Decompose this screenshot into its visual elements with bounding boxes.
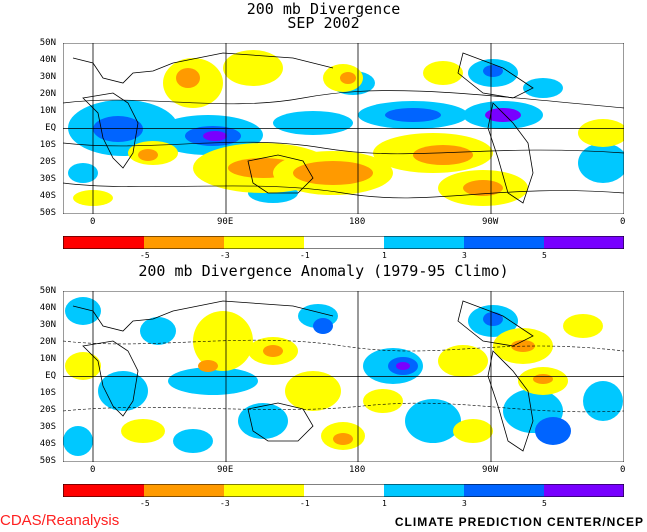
panel2-lat-40s: 40S bbox=[39, 439, 56, 449]
panel2-lat-20s: 20S bbox=[39, 405, 56, 415]
panel2-lon-0: 0 bbox=[90, 465, 96, 475]
colorbar-top-label-minus1: -1 bbox=[300, 251, 310, 260]
colorbar-bottom-swatches bbox=[63, 484, 624, 497]
panel2-lon-90w: 90W bbox=[482, 465, 499, 475]
divergence-negative-areas bbox=[73, 50, 624, 206]
colorbar-bottom-label-1: 1 bbox=[382, 499, 387, 508]
footer-credit: CLIMATE PREDICTION CENTER/NCEP bbox=[394, 515, 644, 529]
colorbar-bottom bbox=[63, 484, 624, 497]
panel1-lat-eq: EQ bbox=[45, 123, 56, 133]
panel1-lat-10n: 10N bbox=[39, 106, 56, 116]
divergence-map bbox=[63, 43, 624, 214]
panel1-lon-90e: 90E bbox=[217, 217, 234, 227]
colorbar-bottom-label-5: 5 bbox=[542, 499, 547, 508]
panel2-lon-180: 180 bbox=[349, 465, 366, 475]
anomaly-gridlines bbox=[63, 291, 624, 462]
colorbar-top-label-5: 5 bbox=[542, 251, 547, 260]
panel2-lat-20n: 20N bbox=[39, 337, 56, 347]
divergence-anomaly-map-canvas bbox=[63, 291, 624, 462]
colorbar-bottom-label-3: 3 bbox=[462, 499, 467, 508]
panel2-lat-40n: 40N bbox=[39, 303, 56, 313]
panel1-lat-50n: 50N bbox=[39, 38, 56, 48]
panel1-lat-40n: 40N bbox=[39, 55, 56, 65]
colorbar-top bbox=[63, 236, 624, 249]
divergence-anomaly-map bbox=[63, 291, 624, 462]
anomaly-negative-areas bbox=[65, 311, 603, 450]
footer-source: CDAS/Reanalysis bbox=[0, 512, 120, 529]
divergence-map-canvas bbox=[63, 43, 624, 214]
panel1-lat-50s: 50S bbox=[39, 208, 56, 218]
panel2-lat-30s: 30S bbox=[39, 422, 56, 432]
panel2-lat-10s: 10S bbox=[39, 388, 56, 398]
panel1-lat-30n: 30N bbox=[39, 72, 56, 82]
panel1-title-line1: 200 mb Divergence bbox=[246, 0, 401, 18]
colorbar-bottom-label-minus1: -1 bbox=[300, 499, 310, 508]
panel1-lat-40s: 40S bbox=[39, 191, 56, 201]
panel1-lat-30s: 30S bbox=[39, 174, 56, 184]
panel1-lon-0-end: 0 bbox=[620, 217, 626, 227]
colorbar-top-label-minus5: -5 bbox=[140, 251, 150, 260]
panel1-title-line2: SEP 2002 bbox=[287, 14, 360, 32]
colorbar-top-label-minus3: -3 bbox=[220, 251, 230, 260]
panel1-lon-90w: 90W bbox=[482, 217, 499, 227]
panel2-lon-90e: 90E bbox=[217, 465, 234, 475]
map-gridlines bbox=[63, 43, 624, 214]
colorbar-bottom-label-minus5: -5 bbox=[140, 499, 150, 508]
panel1-lat-20s: 20S bbox=[39, 157, 56, 167]
anomaly-positive-areas bbox=[63, 297, 623, 456]
panel2-lat-50n: 50N bbox=[39, 286, 56, 296]
panel2-lat-30n: 30N bbox=[39, 320, 56, 330]
colorbar-top-label-1: 1 bbox=[382, 251, 387, 260]
panel2-title: 200 mb Divergence Anomaly (1979-95 Climo… bbox=[138, 262, 509, 280]
divergence-contours bbox=[63, 90, 624, 199]
panel1-lat-10s: 10S bbox=[39, 140, 56, 150]
anomaly-contours bbox=[63, 339, 624, 413]
panel1-lon-180: 180 bbox=[349, 217, 366, 227]
panel1-lon-0: 0 bbox=[90, 217, 96, 227]
colorbar-top-swatches bbox=[63, 236, 624, 249]
panel2-lat-eq: EQ bbox=[45, 371, 56, 381]
colorbar-bottom-label-minus3: -3 bbox=[220, 499, 230, 508]
panel2-lon-0-end: 0 bbox=[620, 465, 626, 475]
colorbar-top-label-3: 3 bbox=[462, 251, 467, 260]
panel1-lat-20n: 20N bbox=[39, 89, 56, 99]
panel2-lat-50s: 50S bbox=[39, 456, 56, 466]
panel2-lat-10n: 10N bbox=[39, 354, 56, 364]
